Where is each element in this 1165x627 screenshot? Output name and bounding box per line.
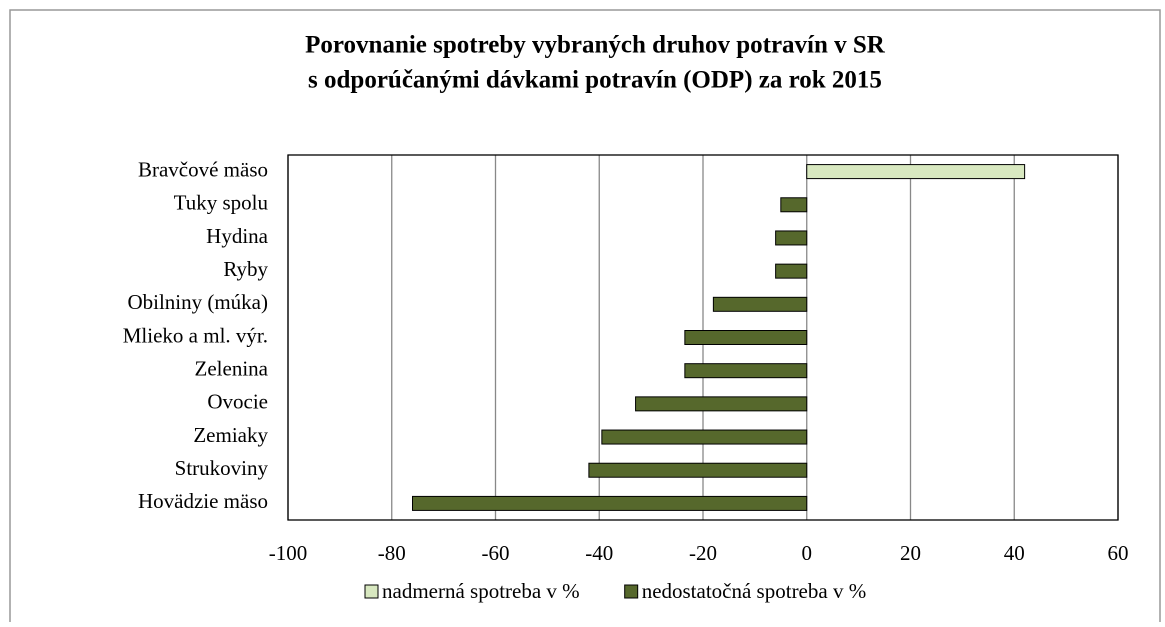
bar — [775, 230, 808, 246]
legend-label: nedostatočná spotreba v % — [642, 579, 867, 603]
y-tick-label: Strukoviny — [175, 456, 269, 480]
bar — [684, 363, 808, 379]
x-tick-label: -20 — [689, 541, 717, 565]
y-tick-label: Ovocie — [207, 390, 268, 414]
bar — [712, 296, 808, 312]
plot-area — [287, 154, 1119, 521]
y-tick-label: Obilniny (múka) — [127, 290, 268, 314]
x-tick-label: 0 — [802, 541, 813, 565]
x-tick-label: 20 — [900, 541, 921, 565]
y-tick-label: Ryby — [223, 257, 268, 281]
x-tick-label: -100 — [269, 541, 308, 565]
x-tick-label: -80 — [378, 541, 406, 565]
legend-swatch — [364, 584, 379, 599]
y-tick-label: Hydina — [206, 224, 269, 248]
y-tick-label: Hovädzie mäso — [138, 489, 268, 513]
legend-swatch — [624, 584, 639, 599]
bar — [635, 396, 808, 412]
bar — [806, 164, 1026, 180]
bar — [412, 495, 808, 511]
y-tick-label: Bravčové mäso — [138, 157, 268, 181]
y-tick-label: Mlieko a ml. výr. — [123, 323, 268, 347]
bar — [684, 330, 808, 345]
bar — [588, 462, 808, 478]
chart-title: Porovnanie spotreby vybraných druhov pot… — [305, 32, 886, 59]
x-tick-label: -40 — [585, 541, 613, 565]
bar — [775, 263, 808, 279]
bar — [780, 197, 808, 213]
x-tick-label: -60 — [482, 541, 510, 565]
y-tick-label: Zemiaky — [193, 423, 268, 447]
x-tick-label: 40 — [1004, 541, 1025, 565]
chart-subtitle: s odporúčanými dávkami potravín (ODP) za… — [308, 67, 882, 94]
x-tick-label: 60 — [1108, 541, 1129, 565]
frame — [9, 9, 1161, 627]
y-tick-label: Tuky spolu — [174, 191, 269, 215]
y-tick-label: Zelenina — [195, 356, 269, 380]
bar — [601, 429, 808, 445]
legend-label: nadmerná spotreba v % — [382, 579, 580, 603]
